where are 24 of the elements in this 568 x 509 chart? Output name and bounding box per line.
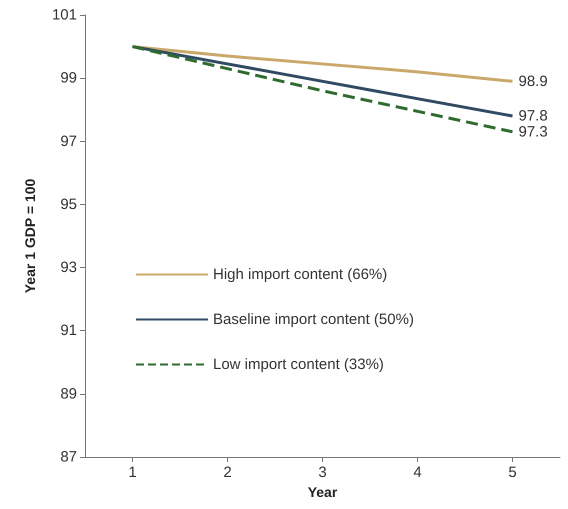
y-tick-label: 95 [60, 196, 77, 213]
legend-label: Baseline import content (50%) [213, 311, 414, 328]
y-tick-label: 89 [60, 385, 77, 402]
y-tick-label: 101 [52, 6, 77, 24]
legend-label: High import content (66%) [213, 266, 388, 283]
data-label: 98.9 [518, 72, 548, 90]
y-tick-label: 93 [60, 259, 77, 276]
y-tick-label: 87 [60, 448, 77, 466]
x-tick-label: 3 [318, 464, 327, 481]
data-label: 97.8 [518, 108, 548, 125]
x-tick-label: 4 [413, 464, 422, 481]
x-axis-title: Year [308, 484, 338, 500]
y-tick-label: 91 [60, 322, 77, 340]
x-tick-label: 1 [128, 464, 137, 481]
y-tick-label: 97 [60, 132, 77, 150]
y-axis-title: Year 1 GDP = 100 [22, 178, 38, 294]
line-series [131, 45, 514, 134]
data-label: 97.3 [518, 123, 548, 140]
x-tick-label: 2 [223, 464, 232, 481]
line-series [131, 45, 514, 83]
x-tick-label: 5 [508, 464, 517, 481]
legend-label: Low import content (33%) [213, 356, 384, 373]
y-tick-label: 99 [60, 70, 77, 87]
line-series [131, 45, 514, 118]
